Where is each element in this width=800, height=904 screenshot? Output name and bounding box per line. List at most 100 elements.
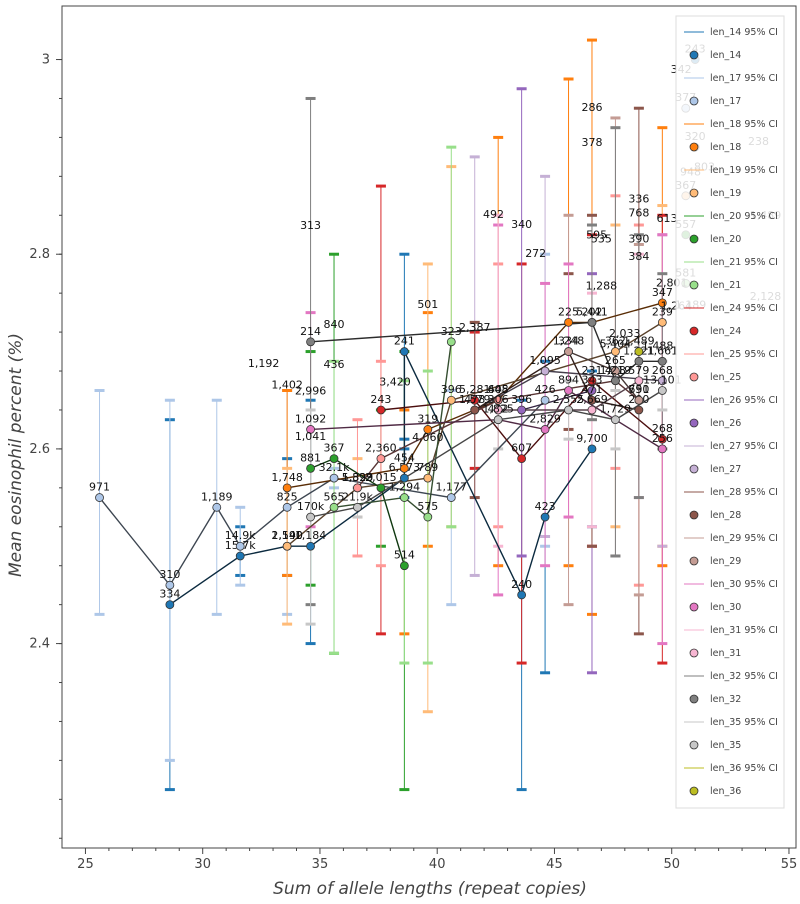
y-tick-label: 2.6 [29,442,50,457]
legend-ci-label-len_30: len_30 95% CI [710,579,778,590]
point-label-len_18: 347 [652,286,673,299]
point-label-len_14: 423 [535,500,556,513]
point-label-len_24: 5,281 [459,383,491,396]
plot-area: 33415.7k1,1401,1846,5732412404239,700243… [61,5,797,849]
point-label-len_14: 1,184 [295,529,327,542]
data-point-len_29 [634,395,644,405]
data-point-len_25 [376,454,386,464]
data-point-len_31 [587,405,597,415]
y-axis: 2.4 2.6 2.8 3 [29,53,62,839]
data-point-len_35 [353,502,362,512]
legend-point-label-len_14: len_14 [710,50,741,61]
legend-point-label-len_25: len_25 [710,372,741,383]
legend-point-label-len_21: len_21 [710,280,741,291]
data-point-len_14 [587,444,597,454]
data-point-len_35 [657,386,667,395]
data-point-len_24 [470,395,480,405]
point-label-len_28: 1,248 [553,335,585,348]
data-point-len_30 [564,386,573,395]
point-label-len_14: 1,140 [271,529,303,542]
point-label-len_20: 514 [394,549,415,562]
point-label-len_29: 334 [558,335,579,348]
legend-point-label-len_32: len_32 [710,694,741,705]
data-point-len_25 [493,395,503,405]
data-point-len_19 [423,473,433,483]
data-point-len_32 [306,337,315,347]
point-label-len_18: 319 [417,412,438,425]
point-label-len_32: 5,441 [576,305,608,318]
count-label: 3,420 [379,376,411,389]
count-label: 840 [324,318,345,331]
data-point-len_28 [634,405,644,415]
legend-ci-label-len_26: len_26 95% CI [710,395,778,406]
legend-point-swatch-len_30 [689,602,699,612]
point-label-len_29: 790 [628,383,649,396]
data-point-len_17 [212,502,222,512]
legend-ci-label-len_17: len_17 95% CI [710,73,778,84]
data-point-len_14 [517,590,527,600]
x-tick-label: 25 [77,857,94,872]
data-point-len_19 [657,317,667,327]
point-label-len_35: 13,101 [643,373,682,386]
count-label: 336 [628,193,649,206]
legend-point-swatch-len_28 [689,510,699,520]
x-tick-label: 55 [781,857,798,872]
legend-ci-label-len_29: len_29 95% CI [710,533,778,544]
data-point-len_25 [353,483,362,493]
legend-point-swatch-len_17 [689,96,699,106]
legend-point-swatch-len_31 [689,648,699,658]
legend-point-swatch-len_32 [689,694,699,704]
count-label: 384 [628,250,649,263]
legend-ci-label-len_21: len_21 95% CI [710,257,778,268]
point-label-len_20: 881 [300,451,321,464]
data-point-len_35 [564,405,573,415]
point-label-len_24: 243 [370,393,391,406]
data-point-len_31 [634,376,644,386]
legend-point-swatch-len_18 [689,142,699,152]
point-label-len_20: 2,015 [365,471,397,484]
count-label: 595 [586,229,607,242]
count-label: 378 [581,136,602,149]
count-label: 4,060 [412,431,444,444]
data-point-len_32 [657,356,667,366]
data-point-len_29 [611,366,620,376]
data-point-len_17 [165,580,175,590]
x-axis-title: Sum of allele lengths (repeat copies) [273,879,587,899]
count-label: 501 [417,298,438,311]
count-label: 1,488 [642,340,674,353]
series-line-len_20 [310,457,406,566]
data-point-len_21 [399,493,409,502]
legend-ci-label-len_18: len_18 95% CI [710,119,778,130]
point-label-len_27: 1,095 [529,354,561,367]
legend: len_14 95% CI len_14 len_17 95% CI len_17le… [675,15,785,809]
legend-point-label-len_18: len_18 [710,142,741,153]
legend-ci-label-len_25: len_25 95% CI [710,349,778,360]
point-label-len_35: 2,555 [553,393,585,406]
legend-point-swatch-len_35 [689,740,699,750]
x-tick-label: 35 [312,857,329,872]
point-label-len_18: 405 [488,383,509,396]
legend-point-swatch-len_36 [689,786,699,796]
data-point-len_19 [446,395,456,405]
count-label: 535 [591,233,612,246]
data-point-len_26 [517,405,527,415]
point-label-len_25: 1,893 [342,471,374,484]
data-point-len_35 [611,415,620,425]
count-label: 2,387 [459,321,491,334]
legend-ci-label-len_19: len_19 95% CI [710,165,778,176]
data-point-len_26 [587,386,597,395]
point-label-len_18: 1,748 [271,471,303,484]
point-label-len_32: 1,219 [600,364,632,377]
data-point-len_30 [306,425,315,434]
point-label-len_17: 971 [89,481,110,494]
legend-ci-label-len_28: len_28 95% CI [710,487,778,498]
point-label-len_28: 1,579 [459,393,491,406]
x-axis: 25 30 35 40 45 50 55 [77,848,797,872]
point-label-len_14: 334 [159,588,180,601]
data-point-len_14 [399,473,409,483]
point-label-len_21: 575 [417,500,438,513]
point-label-len_27: 478 [464,393,485,406]
plot-frame [61,5,797,849]
legend-box [675,15,785,809]
